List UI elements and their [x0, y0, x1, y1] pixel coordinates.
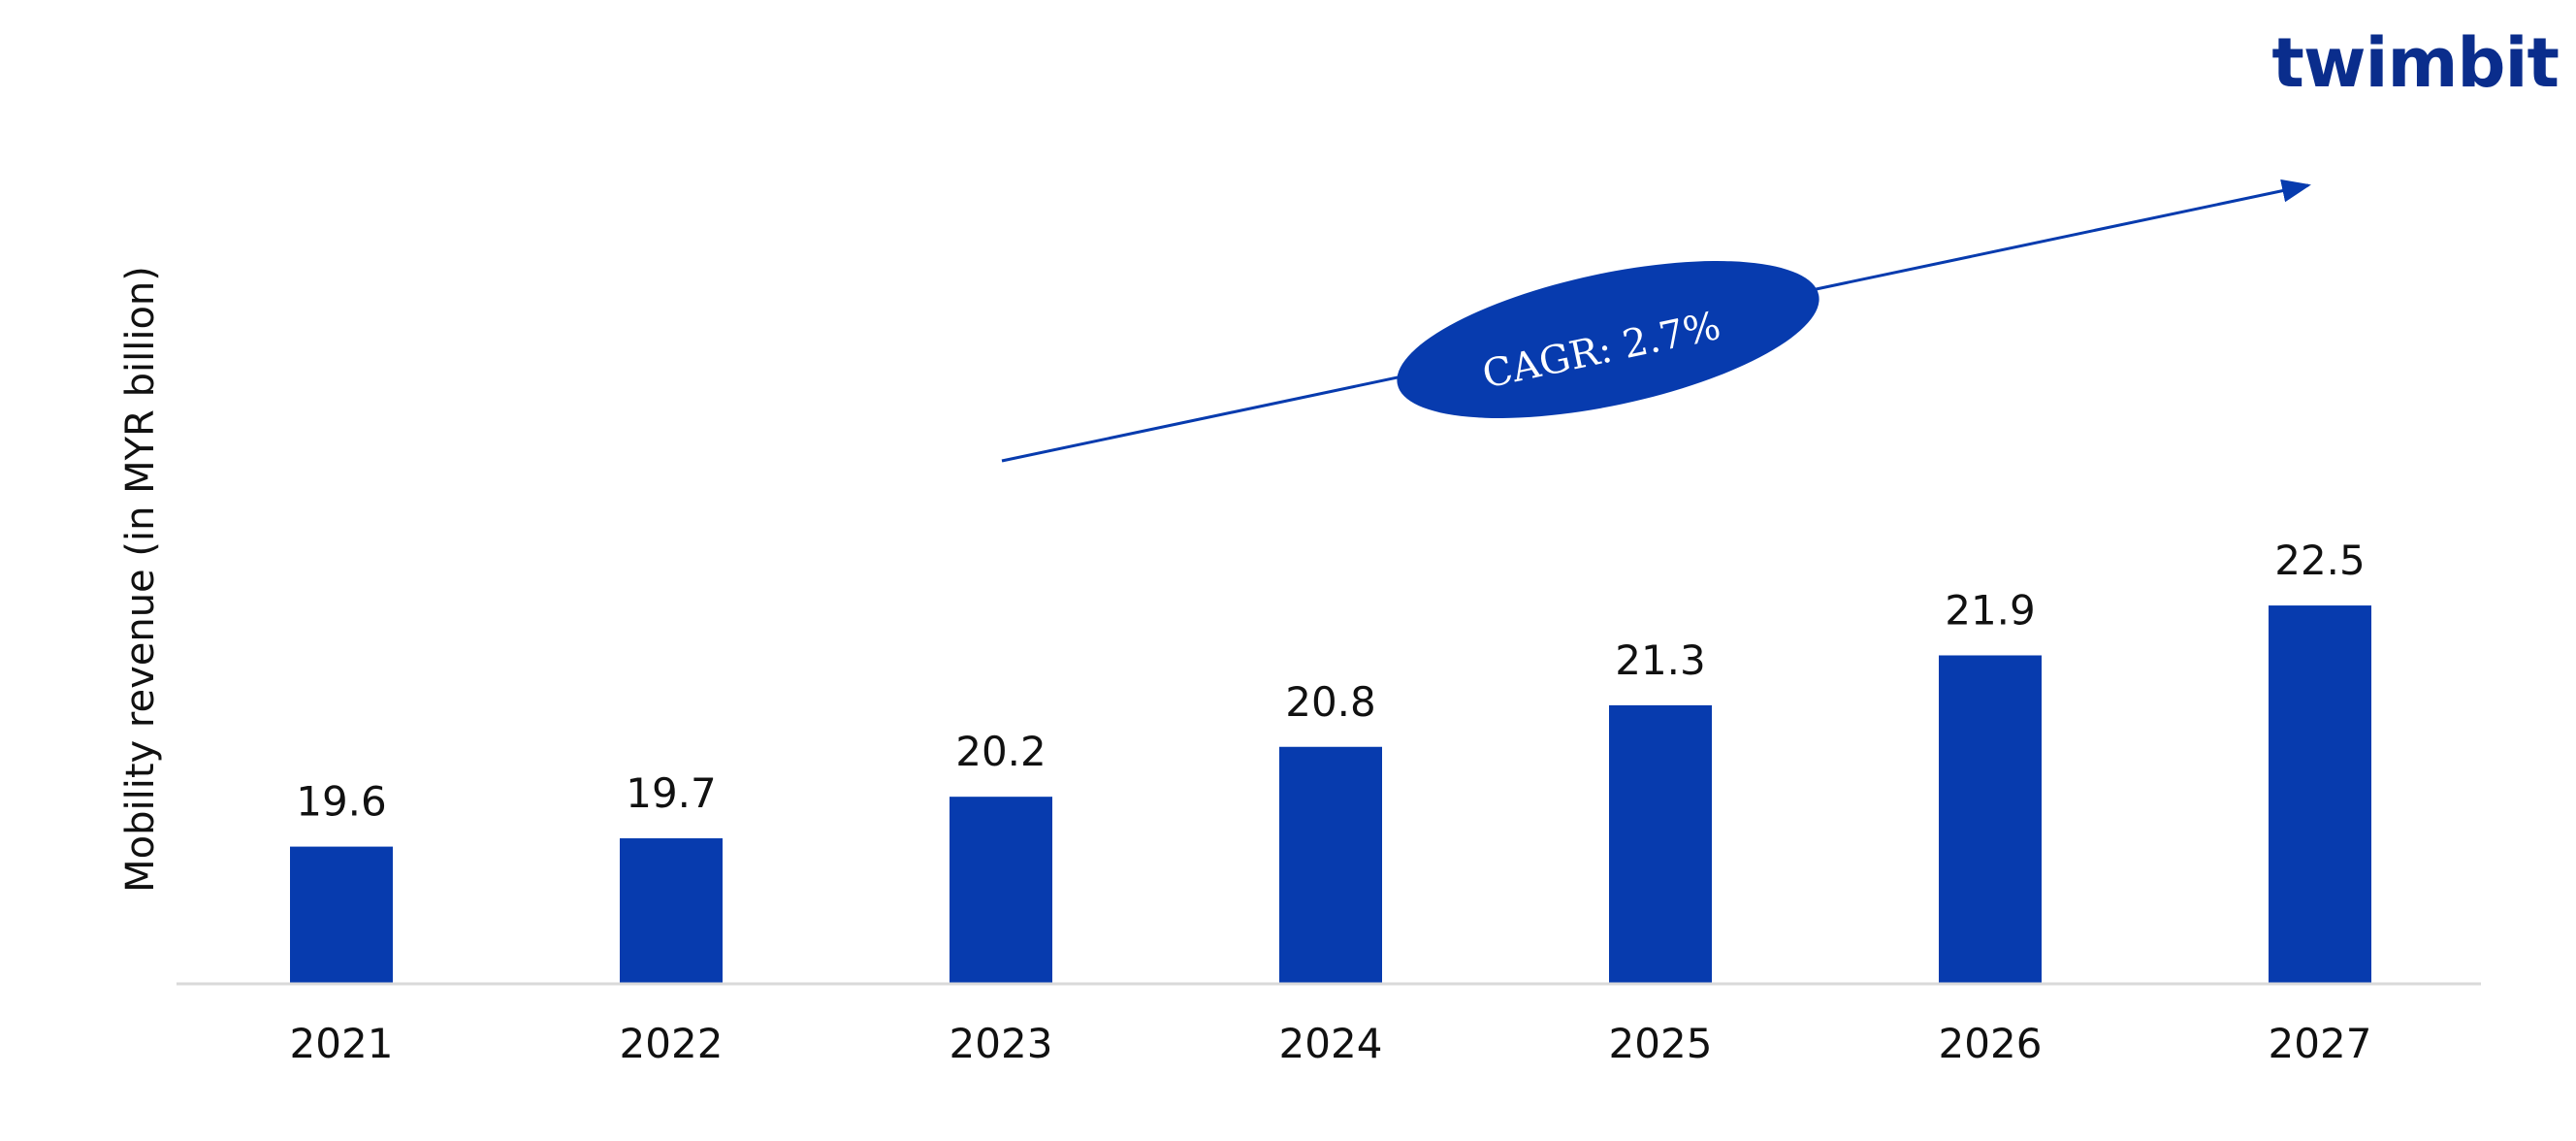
- bars-group: [290, 605, 2371, 984]
- x-tick-2025: 2025: [1609, 1020, 1713, 1067]
- data-label-2022: 19.7: [626, 769, 717, 817]
- y-axis-label: Mobility revenue (in MYR billion): [118, 266, 163, 893]
- x-tick-2021: 2021: [290, 1020, 394, 1067]
- bar-2025: [1609, 704, 1712, 984]
- cagr-ellipse: [1397, 261, 1819, 418]
- twimbit-logo: twimbit: [2271, 23, 2560, 103]
- cagr-annotation: CAGR: 2.7%: [1001, 179, 2311, 463]
- x-tick-2026: 2026: [1939, 1020, 2043, 1067]
- x-tick-2023: 2023: [950, 1020, 1053, 1067]
- x-tick-2022: 2022: [620, 1020, 724, 1067]
- bar-2024: [1279, 746, 1382, 984]
- data-label-2024: 20.8: [1285, 678, 1376, 726]
- data-label-2025: 21.3: [1615, 636, 1706, 684]
- bar-2023: [950, 797, 1052, 984]
- data-label-2027: 22.5: [2274, 537, 2366, 584]
- x-tick-2024: 2024: [1279, 1020, 1383, 1067]
- bar-2022: [620, 838, 723, 984]
- data-label-2021: 19.6: [296, 778, 387, 826]
- bar-2026: [1939, 655, 2042, 984]
- bar-2021: [290, 846, 393, 984]
- data-label-2023: 20.2: [955, 728, 1046, 775]
- bar-2027: [2269, 605, 2371, 984]
- data-labels-group: 19.6 19.7 20.2 20.8 21.3 21.9 22.5: [296, 537, 2366, 826]
- x-tick-labels: 2021 2022 2023 2024 2025 2026 2027: [290, 1020, 2372, 1067]
- data-label-2026: 21.9: [1945, 586, 2036, 634]
- x-tick-2027: 2027: [2269, 1020, 2372, 1067]
